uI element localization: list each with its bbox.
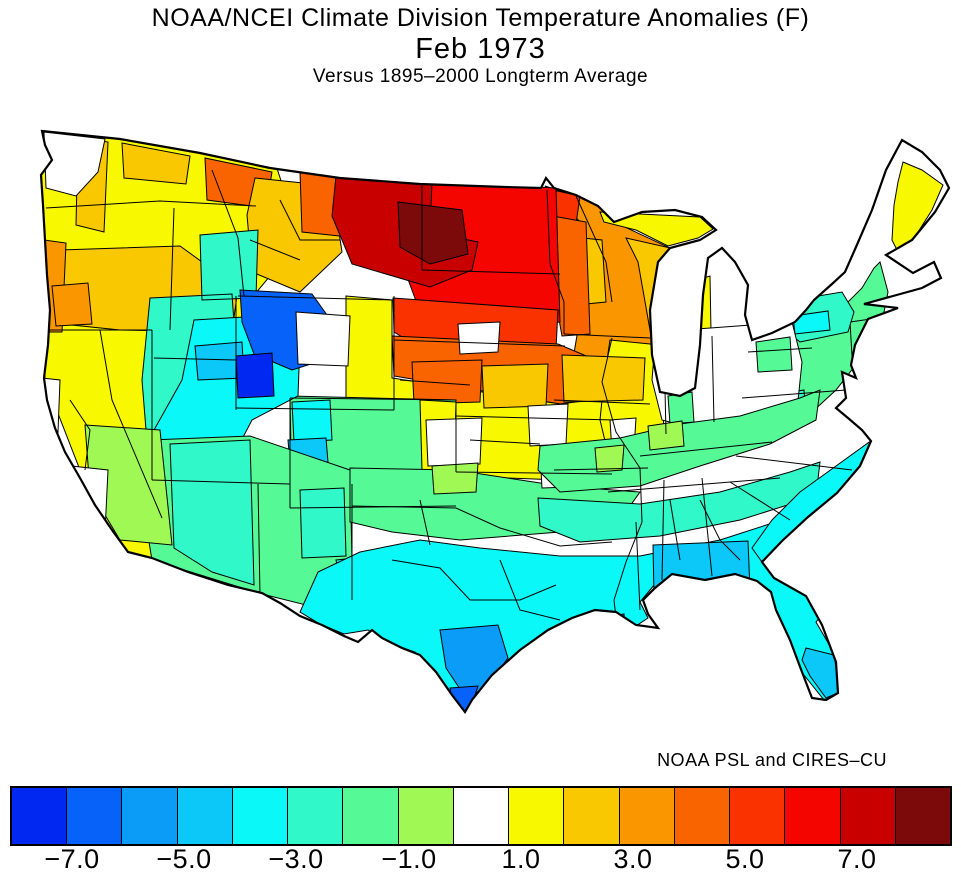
colorbar-tick-label: −7.0 xyxy=(44,844,100,874)
colorbar-tick-label: 3.0 xyxy=(613,844,653,874)
colorbar-tick-label: −3.0 xyxy=(268,844,324,874)
colorbar-segment xyxy=(785,788,841,844)
colorbar-tick-label: −5.0 xyxy=(156,844,212,874)
map-region xyxy=(169,439,347,586)
colorbar-segment xyxy=(730,788,786,844)
attribution: NOAA PSL and CIRES–CU xyxy=(657,750,887,770)
colorbar-segment xyxy=(398,788,454,844)
map-region xyxy=(121,142,191,185)
colorbar-tick-label: 1.0 xyxy=(501,844,541,874)
colorbar-segment xyxy=(232,788,289,844)
map-region xyxy=(792,310,831,335)
colorbar xyxy=(10,786,952,846)
colorbar-ticks: −7.0 −5.0 −3.0 −1.0 1.0 3.0 5.0 7.0 xyxy=(0,844,961,875)
colorbar-segment xyxy=(564,788,620,844)
map-region xyxy=(481,363,549,409)
colorbar-segment xyxy=(509,788,565,844)
colorbar-segment xyxy=(343,788,399,844)
colorbar-segment xyxy=(619,788,675,844)
state-boundary-lines xyxy=(44,169,853,637)
figure-date: Feb 1973 xyxy=(415,33,546,65)
map-region xyxy=(411,359,483,405)
colorbar-segment xyxy=(122,788,178,844)
figure-baseline-note: Versus 1895–2000 Longterm Average xyxy=(312,66,649,87)
map-region xyxy=(291,399,333,443)
colorbar-segment xyxy=(674,788,731,844)
map-region xyxy=(431,420,685,495)
figure-title: NOAA/NCEI Climate Division Temperature A… xyxy=(151,4,810,32)
us-outline xyxy=(39,129,951,714)
colorbar-segment xyxy=(840,788,896,844)
map-region xyxy=(561,354,646,403)
map-region xyxy=(51,282,93,327)
colorbar-tick-label: 7.0 xyxy=(837,844,877,874)
colorbar-segment xyxy=(895,788,950,844)
anomaly-regions xyxy=(41,131,944,712)
colorbar-segment xyxy=(67,788,123,844)
colorbar-segment xyxy=(288,788,344,844)
colorbar-tick-label: −1.0 xyxy=(381,844,437,874)
map-region xyxy=(652,540,751,597)
map-region xyxy=(235,352,275,399)
colorbar-segment xyxy=(12,788,68,844)
colorbar-tick-label: 5.0 xyxy=(725,844,765,874)
map-region xyxy=(397,201,469,265)
map-region xyxy=(597,613,627,639)
colorbar-segment xyxy=(453,788,510,844)
colorbar-segment xyxy=(177,788,233,844)
